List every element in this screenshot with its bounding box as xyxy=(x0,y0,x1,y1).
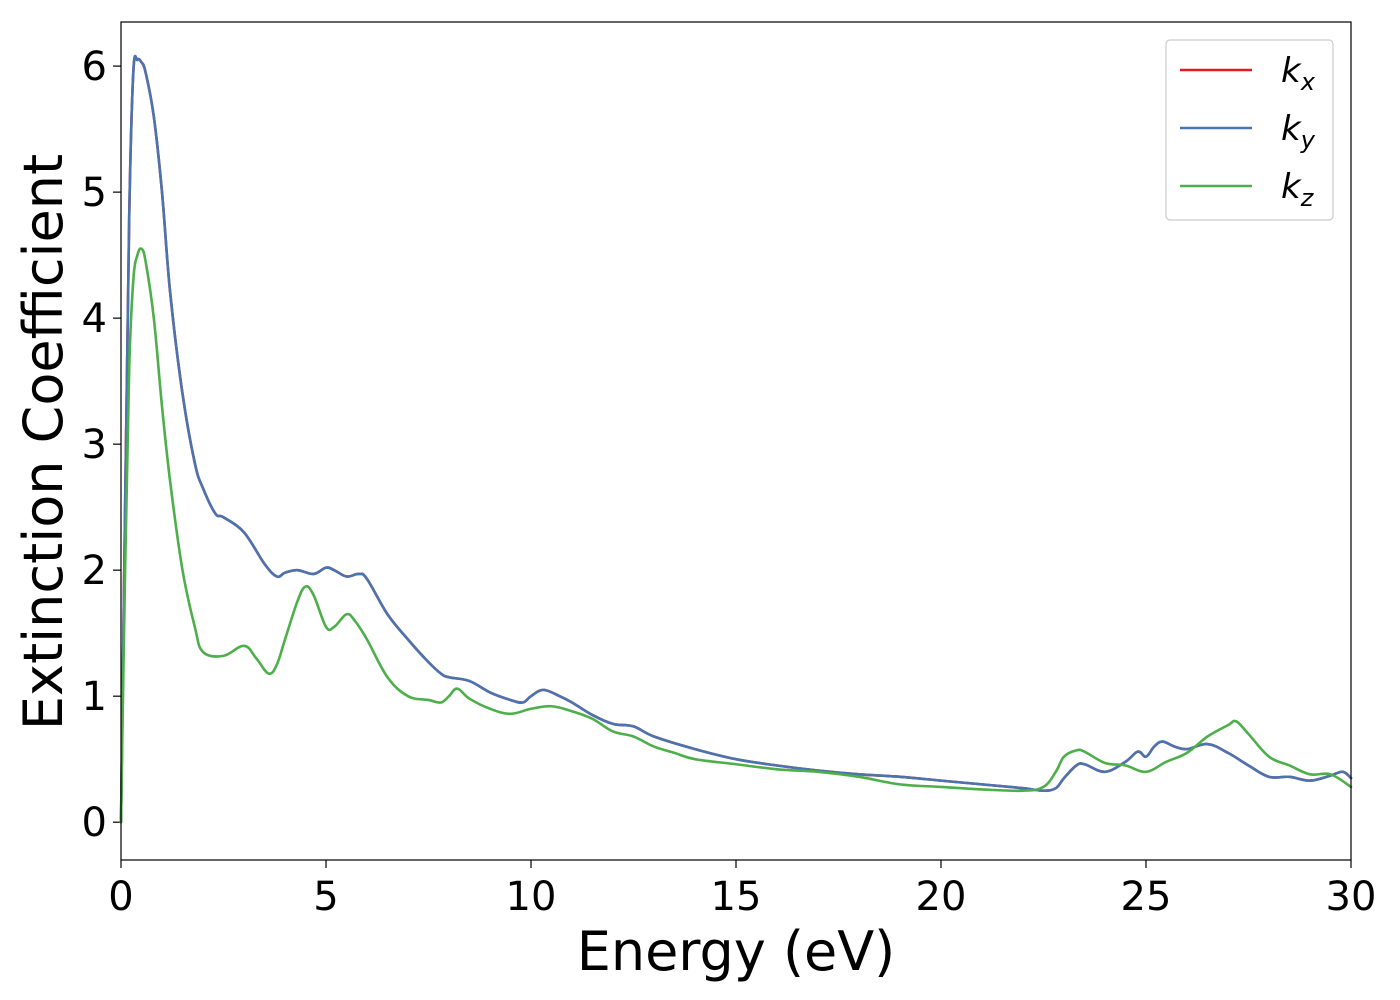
plot-frame xyxy=(120,21,1352,861)
x-tick-label: 30 xyxy=(1326,874,1377,920)
y-axis-label: Extinction Coefficient xyxy=(12,154,75,730)
x-tick-label: 10 xyxy=(506,874,557,920)
y-tick-label: 6 xyxy=(82,44,107,90)
y-tick-label: 4 xyxy=(82,296,107,342)
legend-box xyxy=(1165,39,1334,221)
x-tick-label: 5 xyxy=(313,874,338,920)
y-tick-label: 0 xyxy=(82,800,107,846)
series-line-ky xyxy=(119,54,1353,824)
series-line-kz xyxy=(119,247,1353,824)
plot-area xyxy=(119,54,1353,824)
x-tick-label: 20 xyxy=(916,874,967,920)
axis-ticks: 0 5 10 15 20 25 30 0 1 2 3 4 5 6 xyxy=(82,44,1377,920)
y-tick-label: 2 xyxy=(82,548,107,594)
y-tick-label: 5 xyxy=(82,170,107,216)
y-tick-label: 1 xyxy=(82,674,107,720)
x-tick-label: 15 xyxy=(711,874,762,920)
x-tick-label: 25 xyxy=(1121,874,1172,920)
x-axis-label: Energy (eV) xyxy=(577,920,896,983)
y-tick-label: 3 xyxy=(82,422,107,468)
x-tick-label: 0 xyxy=(108,874,133,920)
